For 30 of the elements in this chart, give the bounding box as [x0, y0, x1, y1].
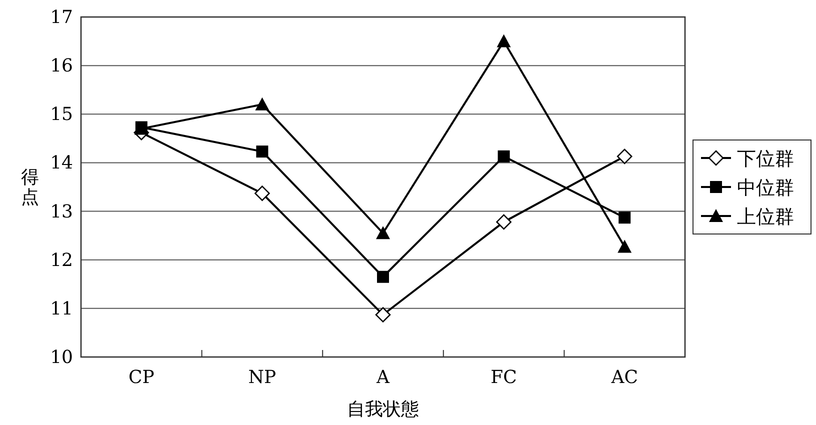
- legend-label: 下位群: [737, 148, 794, 170]
- y-tick-label: 14: [50, 152, 73, 174]
- point: [618, 212, 631, 224]
- y-tick-label: 13: [50, 201, 73, 222]
- point: [377, 270, 389, 283]
- y-tick-label: 16: [50, 56, 73, 77]
- point: [255, 97, 270, 110]
- x-tick-label: AC: [610, 367, 638, 388]
- y-tick-label: 11: [50, 298, 73, 320]
- x-tick-label: FC: [490, 367, 517, 388]
- x-tick-label: CP: [128, 367, 154, 388]
- point: [376, 226, 390, 240]
- point: [498, 150, 510, 162]
- point: [256, 146, 268, 158]
- x-axis-title: 自我状態: [347, 399, 419, 420]
- legend-label: 上位群: [737, 206, 794, 228]
- y-tick-label: 15: [50, 104, 73, 126]
- point: [618, 240, 632, 253]
- point: [616, 148, 632, 164]
- y-tick-label: 17: [50, 7, 73, 28]
- x-tick-label: NP: [248, 367, 276, 388]
- point: [496, 214, 512, 230]
- x-tick-label: A: [376, 367, 390, 388]
- legend-label: 中位群: [737, 177, 794, 199]
- point: [496, 34, 511, 48]
- y-axis-title: 得点: [21, 167, 39, 208]
- point: [254, 186, 270, 201]
- y-tick-label: 10: [50, 347, 73, 368]
- point: [375, 307, 391, 322]
- y-tick-label: 12: [50, 250, 73, 271]
